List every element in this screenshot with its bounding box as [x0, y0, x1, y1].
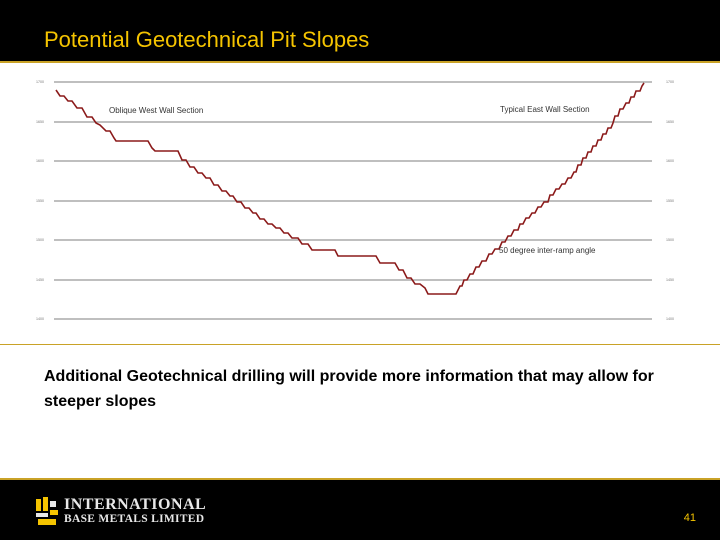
- tick-label-right: 1650: [666, 120, 674, 124]
- inter-ramp-angle-label: 50 degree inter-ramp angle: [499, 246, 596, 255]
- tick-label-right: 1450: [666, 278, 674, 282]
- header-bar: [0, 0, 720, 62]
- slide-title: Potential Geotechnical Pit Slopes: [44, 27, 370, 52]
- left-elevation-axis: 1700 1650 1600 1550 1500 1450 1400: [36, 80, 44, 321]
- header-rule: [0, 61, 720, 63]
- tick-label-left: 1500: [36, 238, 44, 242]
- footer-bar: [0, 478, 720, 540]
- tick-label-left: 1550: [36, 199, 44, 203]
- tick-label-left: 1450: [36, 278, 44, 282]
- west-wall-label: Oblique West Wall Section: [109, 106, 203, 115]
- logo-text-line2: BASE METALS LIMITED: [64, 513, 205, 525]
- logo-text-line1: INTERNATIONAL: [64, 496, 207, 513]
- tick-label-right: 1500: [666, 238, 674, 242]
- body-text: Additional Geotechnical drilling will pr…: [44, 368, 654, 410]
- tick-label-left: 1700: [36, 80, 44, 84]
- logo-mark-icon: [36, 497, 58, 525]
- tick-label-left: 1650: [36, 120, 44, 124]
- tick-label-left: 1600: [36, 159, 44, 163]
- tick-label-left: 1400: [36, 317, 44, 321]
- pit-profile-line: [55, 82, 645, 295]
- tick-label-right: 1600: [666, 159, 674, 163]
- right-elevation-axis: 1700 1650 1600 1550 1500 1450 1400: [666, 80, 674, 321]
- east-wall-label: Typical East Wall Section: [500, 105, 590, 114]
- tick-label-right: 1400: [666, 317, 674, 321]
- section-divider: [0, 344, 720, 345]
- tick-label-right: 1550: [666, 199, 674, 203]
- pit-slope-diagram: 1700 1650 1600 1550 1500 1450 1400 1700 …: [36, 80, 674, 321]
- page-number: 41: [683, 512, 696, 524]
- tick-label-right: 1700: [666, 80, 674, 84]
- footer-rule: [0, 478, 720, 480]
- elevation-gridlines: [54, 81, 652, 320]
- company-logo: INTERNATIONAL BASE METALS LIMITED: [34, 496, 234, 528]
